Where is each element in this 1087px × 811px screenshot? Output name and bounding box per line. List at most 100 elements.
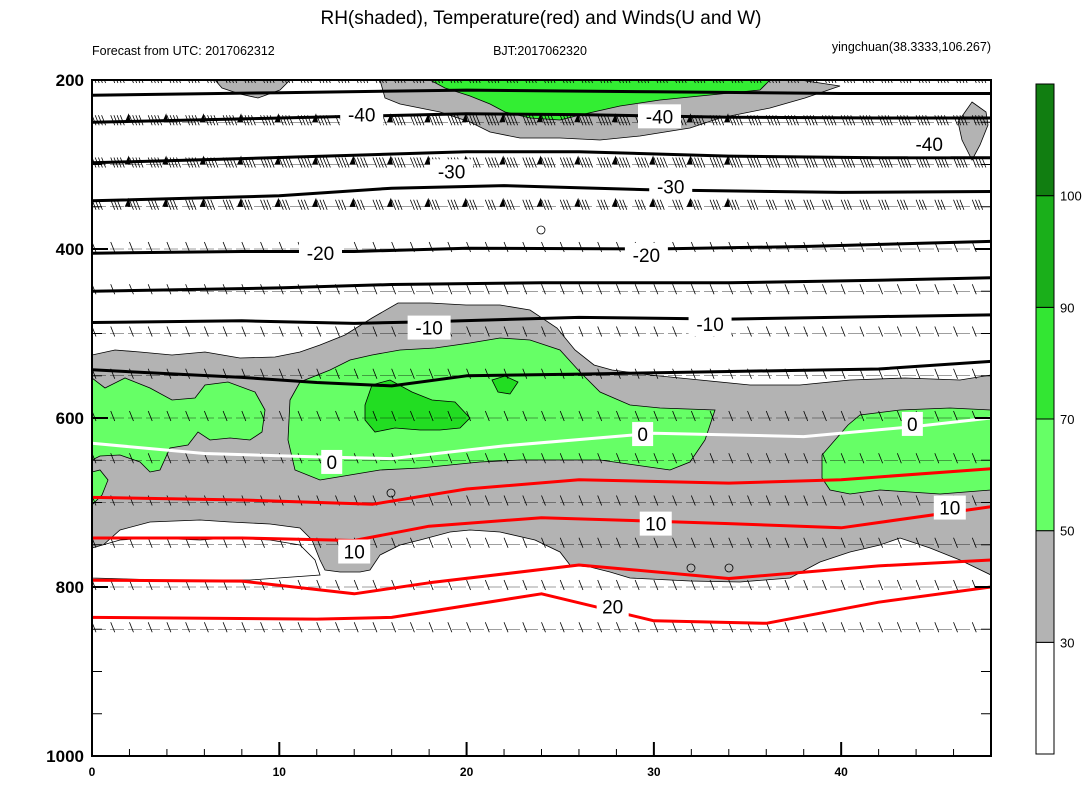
colorbar-label: 100 bbox=[1060, 189, 1082, 204]
wind-barb bbox=[204, 410, 209, 422]
wind-barb bbox=[578, 453, 584, 464]
wind-barb bbox=[578, 410, 584, 422]
wind-barb bbox=[803, 284, 809, 295]
wind-barb bbox=[322, 199, 328, 210]
wind-barb bbox=[634, 284, 640, 295]
wind-barb bbox=[353, 410, 359, 422]
wind-barb bbox=[734, 80, 737, 84]
wind-barb bbox=[915, 495, 921, 506]
wind-barb bbox=[316, 157, 322, 168]
wind-barb bbox=[563, 199, 568, 210]
wind-barb bbox=[597, 326, 603, 337]
wind-barb bbox=[690, 537, 696, 548]
wind-barb bbox=[543, 80, 546, 84]
wind-barb bbox=[690, 495, 696, 506]
contour-label-box bbox=[407, 315, 451, 340]
wind-barb bbox=[928, 80, 931, 84]
wind-pennant bbox=[461, 197, 468, 207]
wind-barb bbox=[915, 579, 921, 591]
wind-barb bbox=[846, 80, 849, 84]
wind-barb bbox=[678, 80, 681, 84]
wind-barb bbox=[475, 157, 481, 168]
wind-barb bbox=[506, 115, 512, 126]
wind-barb bbox=[628, 80, 631, 84]
wind-barb bbox=[737, 80, 740, 84]
wind-barb bbox=[659, 199, 665, 210]
wind-barb bbox=[787, 80, 790, 84]
wind-barb bbox=[606, 80, 609, 84]
wind-barb bbox=[416, 157, 422, 168]
wind-barb bbox=[122, 80, 125, 84]
wind-barb bbox=[300, 199, 306, 210]
wind-barb bbox=[843, 80, 846, 84]
wind-barb bbox=[391, 410, 397, 422]
wind-barb bbox=[597, 495, 603, 506]
wind-pennant bbox=[274, 197, 281, 207]
wind-barb bbox=[269, 80, 272, 84]
wind-pennant bbox=[237, 197, 244, 207]
wind-barb bbox=[772, 157, 778, 168]
wind-barb bbox=[809, 80, 812, 84]
wind-barb bbox=[466, 115, 471, 126]
wind-barb bbox=[531, 115, 537, 126]
wind-barb bbox=[934, 410, 940, 422]
wind-barb bbox=[806, 199, 812, 210]
wind-barb bbox=[503, 579, 509, 591]
wind-barb bbox=[316, 326, 322, 337]
wind-barb bbox=[410, 622, 415, 633]
wind-barb bbox=[700, 157, 706, 168]
contour-label-box bbox=[933, 495, 966, 520]
wind-barb bbox=[522, 495, 528, 506]
wind-barb bbox=[241, 622, 247, 633]
wind-barb bbox=[522, 199, 528, 210]
wind-barb bbox=[765, 537, 771, 548]
wind-pennant bbox=[536, 197, 543, 207]
wind-barb bbox=[322, 157, 328, 168]
wind-barb bbox=[981, 80, 984, 84]
wind-barb bbox=[918, 80, 921, 84]
wind-barb bbox=[559, 453, 565, 464]
wind-barb bbox=[971, 495, 977, 506]
wind-barb bbox=[475, 115, 481, 126]
wind-barb bbox=[771, 80, 774, 84]
wind-barb bbox=[435, 115, 440, 126]
wind-barb bbox=[834, 80, 837, 84]
contour-label-box bbox=[340, 102, 384, 127]
wind-barb bbox=[794, 157, 799, 168]
wind-barb bbox=[803, 326, 809, 337]
wind-barb bbox=[690, 453, 696, 464]
wind-barb bbox=[791, 157, 796, 168]
wind-barb bbox=[478, 80, 481, 84]
wind-barb bbox=[653, 622, 659, 633]
wind-barb bbox=[597, 622, 603, 633]
wind-barb bbox=[344, 157, 350, 168]
wind-barb bbox=[188, 199, 194, 210]
wind-barb bbox=[206, 80, 209, 84]
wind-barb bbox=[953, 410, 958, 422]
wind-barb bbox=[522, 579, 528, 591]
wind-barb bbox=[921, 80, 924, 84]
wind-barb bbox=[247, 115, 253, 126]
wind-barb bbox=[278, 622, 284, 633]
colorbar: 30 50 70 90 100 bbox=[1035, 83, 1082, 755]
wind-barb bbox=[378, 80, 381, 84]
wind-barb bbox=[260, 199, 265, 210]
wind-barb bbox=[204, 241, 209, 253]
wind-barb bbox=[281, 80, 284, 84]
wind-barb bbox=[878, 284, 883, 295]
wind-barb bbox=[994, 158, 998, 168]
wind-barb bbox=[953, 622, 958, 633]
wind-barb bbox=[828, 199, 834, 210]
wind-barb bbox=[915, 199, 921, 210]
wind-barb bbox=[681, 157, 687, 168]
wind-barb bbox=[341, 80, 344, 84]
wind-barb bbox=[884, 199, 890, 210]
wind-barb bbox=[791, 199, 796, 210]
wind-barb bbox=[466, 579, 471, 591]
wind-barb bbox=[453, 115, 459, 126]
wind-barb bbox=[753, 80, 756, 84]
wind-barb bbox=[678, 157, 684, 168]
wind-barb bbox=[394, 199, 400, 210]
wind-barb bbox=[578, 537, 584, 548]
wind-barb bbox=[1001, 158, 1005, 168]
